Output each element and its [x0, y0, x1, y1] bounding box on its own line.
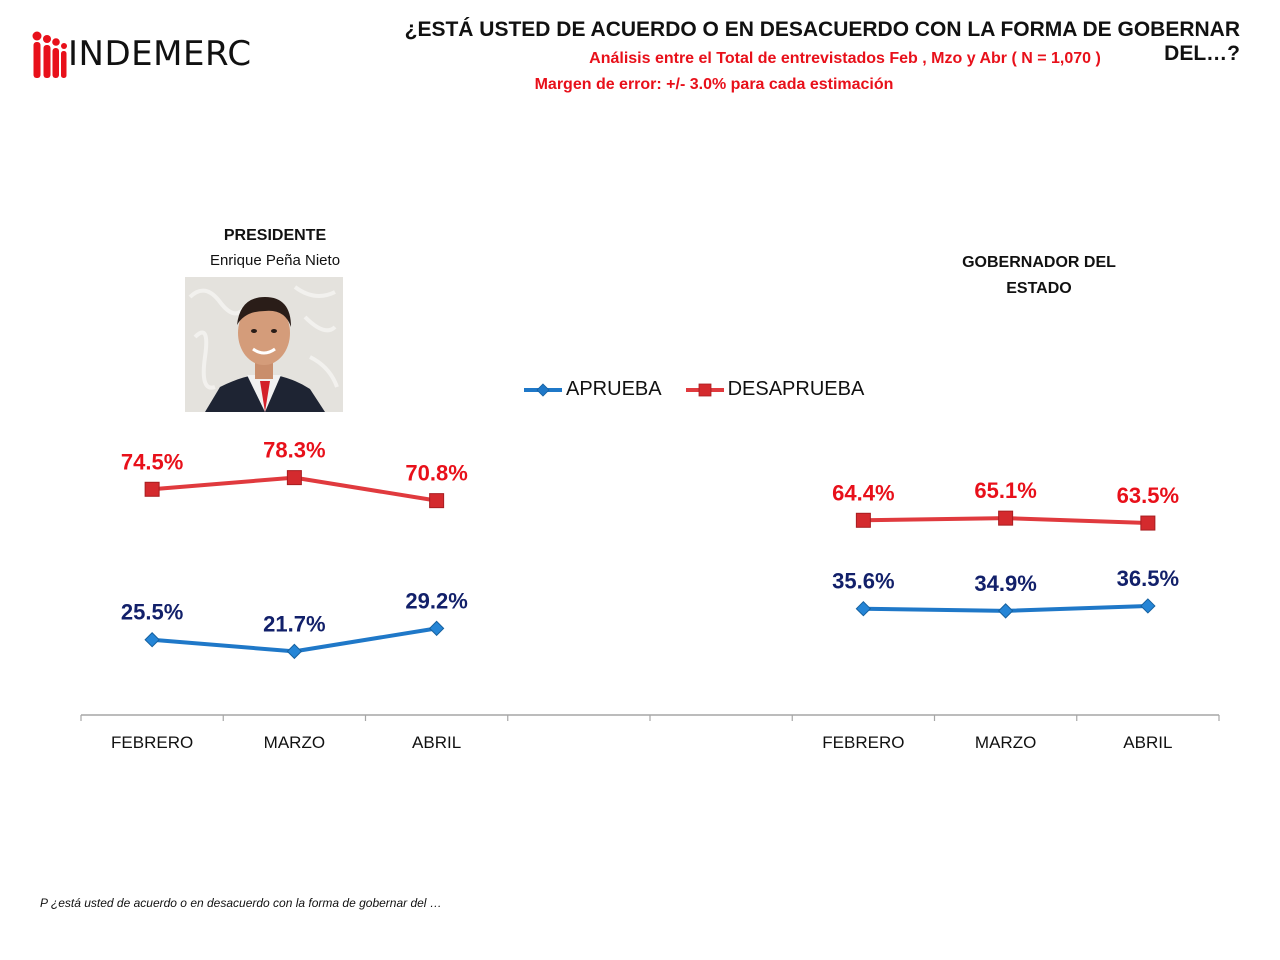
- logo-text: INDEMERC: [68, 34, 252, 74]
- series-markers: [144, 470, 1156, 660]
- president-panel-title: PRESIDENTE: [223, 227, 327, 244]
- data-point-aprueba: [144, 632, 160, 648]
- data-label-aprueba: 29.2%: [405, 588, 467, 613]
- data-point-aprueba: [428, 620, 445, 637]
- data-label-desaprueba: 74.5%: [121, 449, 183, 474]
- data-label-desaprueba: 78.3%: [263, 438, 325, 463]
- legend-item-desaprueba: DESAPRUEBA: [684, 378, 865, 401]
- data-label-aprueba: 34.9%: [974, 571, 1036, 596]
- x-tick-label: ABRIL: [1123, 733, 1172, 752]
- legend-label-desaprueba: DESAPRUEBA: [727, 378, 865, 400]
- chart-title: ¿ESTÁ USTED DE ACUERDO O EN DESACUERDO C…: [404, 18, 1240, 65]
- data-label-desaprueba: 65.1%: [974, 478, 1036, 503]
- x-tick-label: FEBRERO: [111, 733, 193, 752]
- data-point-aprueba: [997, 603, 1014, 619]
- x-tick-label: MARZO: [264, 733, 325, 752]
- data-labels: 25.5% 21.7% 29.2% 35.6% 34.9% 36.5% 74.5% 78.3%…: [121, 438, 1179, 637]
- data-point-desaprueba: [1140, 515, 1156, 531]
- data-point-desaprueba: [144, 481, 160, 497]
- chart-legend: APRUEBA DESAPRUEBA: [522, 378, 886, 401]
- x-axis: [80, 714, 1220, 721]
- legend-diamond-marker-icon: [524, 382, 562, 397]
- data-label-desaprueba: 63.5%: [1117, 483, 1179, 508]
- data-point-aprueba: [855, 601, 872, 617]
- data-point-desaprueba: [286, 470, 302, 486]
- legend-label-aprueba: APRUEBA: [566, 378, 662, 400]
- legend-square-marker-icon: [685, 383, 724, 396]
- president-name: Enrique Peña Nieto: [209, 252, 341, 269]
- footnote: P ¿está usted de acuerdo o en desacuerdo…: [40, 896, 442, 910]
- indemerc-logo: INDEMERC: [30, 24, 260, 84]
- president-portrait-photo: [185, 277, 343, 412]
- data-point-desaprueba: [429, 493, 445, 509]
- logo-figures-icon: [32, 31, 67, 78]
- x-axis-tick-labels: FEBRERO MARZO ABRIL FEBRERO MARZO ABRIL: [111, 733, 1172, 752]
- data-point-desaprueba: [998, 510, 1014, 526]
- data-label-aprueba: 25.5%: [121, 600, 183, 625]
- data-label-aprueba: 21.7%: [263, 611, 325, 636]
- chart-subtitle-sample: Análisis entre el Total de entrevistados…: [589, 50, 1101, 67]
- data-label-desaprueba: 70.8%: [405, 461, 467, 486]
- data-point-aprueba: [1140, 598, 1156, 614]
- data-label-aprueba: 35.6%: [832, 569, 894, 594]
- data-point-aprueba: [286, 643, 303, 660]
- x-tick-label: MARZO: [975, 733, 1036, 752]
- governor-panel-title: GOBERNADOR DEL ESTADO: [962, 254, 1116, 297]
- data-label-desaprueba: 64.4%: [832, 480, 894, 505]
- x-tick-label: ABRIL: [412, 733, 461, 752]
- legend-item-aprueba: APRUEBA: [522, 378, 662, 401]
- data-point-desaprueba: [855, 512, 871, 528]
- data-label-aprueba: 36.5%: [1117, 566, 1179, 591]
- x-tick-label: FEBRERO: [822, 733, 904, 752]
- chart-subtitle-margin: Margen de error: +/- 3.0% para cada esti…: [534, 76, 894, 93]
